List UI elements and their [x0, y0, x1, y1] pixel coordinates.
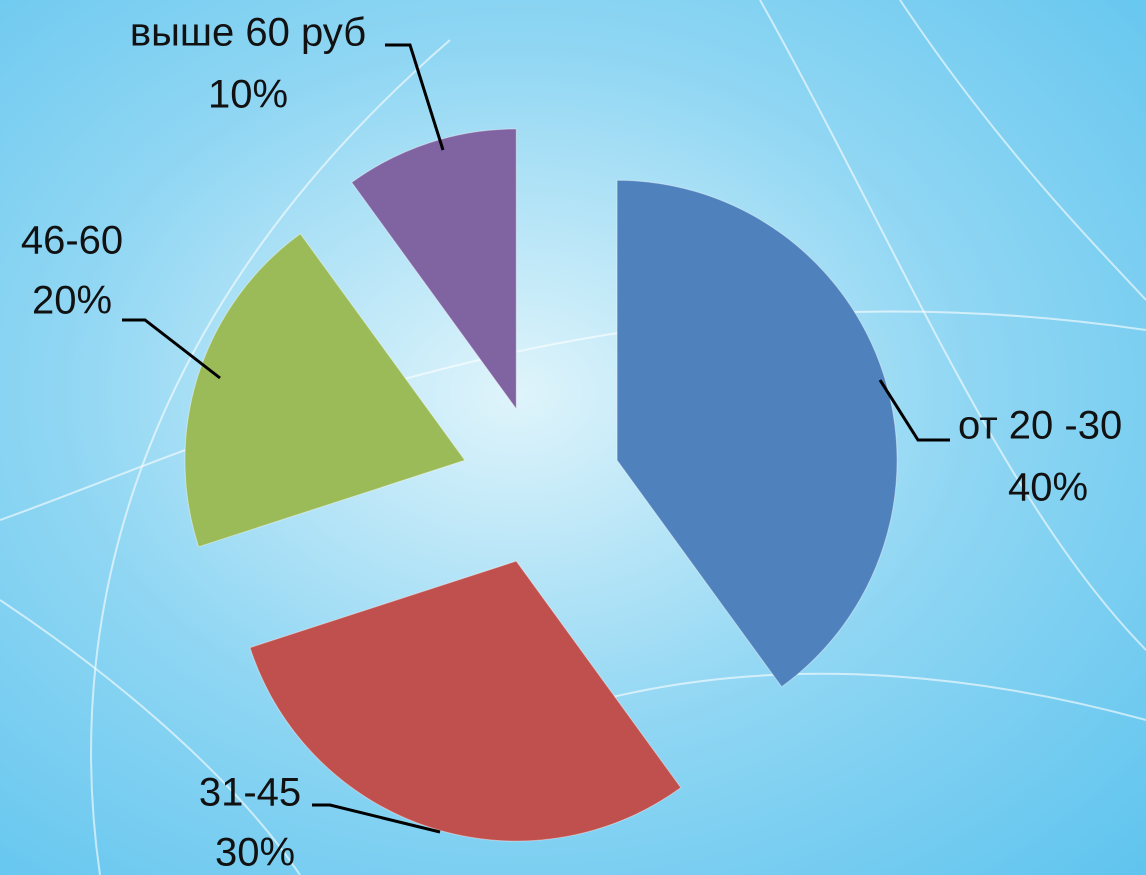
slice-value-label: 10% [208, 73, 288, 117]
leader-line [122, 318, 221, 380]
slice-label: выше 60 руб [130, 11, 366, 55]
slice-label: 31-45 [199, 771, 301, 815]
pie-slice [616, 179, 898, 688]
leader-line [312, 803, 441, 834]
slice-value-label: 40% [1008, 466, 1088, 510]
pie-slice [249, 560, 682, 842]
slice-label: от 20 -30 [958, 404, 1122, 448]
slice-value-label: 30% [215, 831, 295, 875]
leader-line [385, 43, 445, 151]
pie-slice [351, 128, 517, 411]
slice-value-label: 20% [32, 279, 112, 323]
pie-slice [184, 233, 466, 548]
slice-label: 46-60 [21, 219, 123, 263]
leader-line [878, 379, 950, 442]
